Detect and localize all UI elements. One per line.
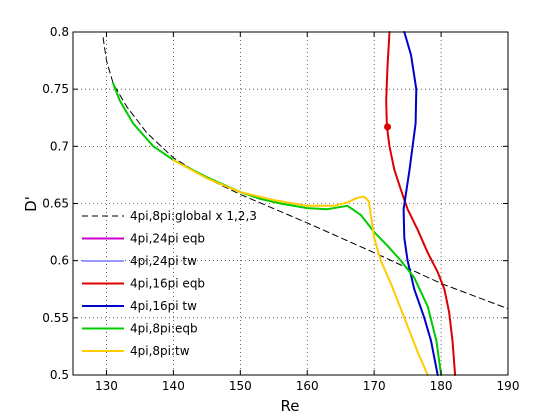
x-tick-label: 140 — [162, 379, 185, 393]
series-line-5 — [112, 82, 443, 376]
y-tick-label: 0.5 — [50, 368, 69, 382]
legend-label: 4pi,16pi eqb — [130, 277, 205, 291]
x-tick-label: 190 — [497, 379, 520, 393]
legend-label: 4pi,24pi tw — [130, 254, 197, 268]
legend-label: 4pi,8pi:tw — [130, 344, 190, 358]
x-tick-label: 130 — [95, 379, 118, 393]
series-group — [102, 31, 509, 376]
y-tick-label: 0.7 — [50, 139, 69, 153]
series-line-4 — [402, 31, 439, 376]
legend-label: 4pi,8pi:global x 1,2,3 — [130, 209, 257, 223]
y-tick-label: 0.8 — [50, 25, 69, 39]
y-axis-label: D' — [22, 196, 40, 212]
ticks: 130 140 150 160 170 180 190 0.5 0.55 0.6 0.65 0.7 0.… — [42, 25, 519, 393]
legend-label: 4pi,8pi:eqb — [130, 322, 198, 336]
y-tick-label: 0.55 — [42, 311, 69, 325]
series-line-6 — [172, 159, 429, 376]
highlight-marker — [384, 123, 392, 131]
x-tick-label: 180 — [430, 379, 453, 393]
series-line-3 — [385, 31, 457, 376]
x-tick-label: 170 — [363, 379, 386, 393]
y-tick-label: 0.65 — [42, 197, 69, 211]
y-tick-label: 0.75 — [42, 82, 69, 96]
x-tick-label: 160 — [296, 379, 319, 393]
y-tick-label: 0.6 — [50, 254, 69, 268]
legend: 4pi,8pi:global x 1,2,3 4pi,24pi eqb 4pi,24… — [82, 209, 257, 358]
legend-label: 4pi,24pi eqb — [130, 232, 205, 246]
x-axis-label: Re — [281, 397, 300, 415]
x-tick-label: 150 — [229, 379, 252, 393]
legend-label: 4pi,16pi tw — [130, 299, 197, 313]
